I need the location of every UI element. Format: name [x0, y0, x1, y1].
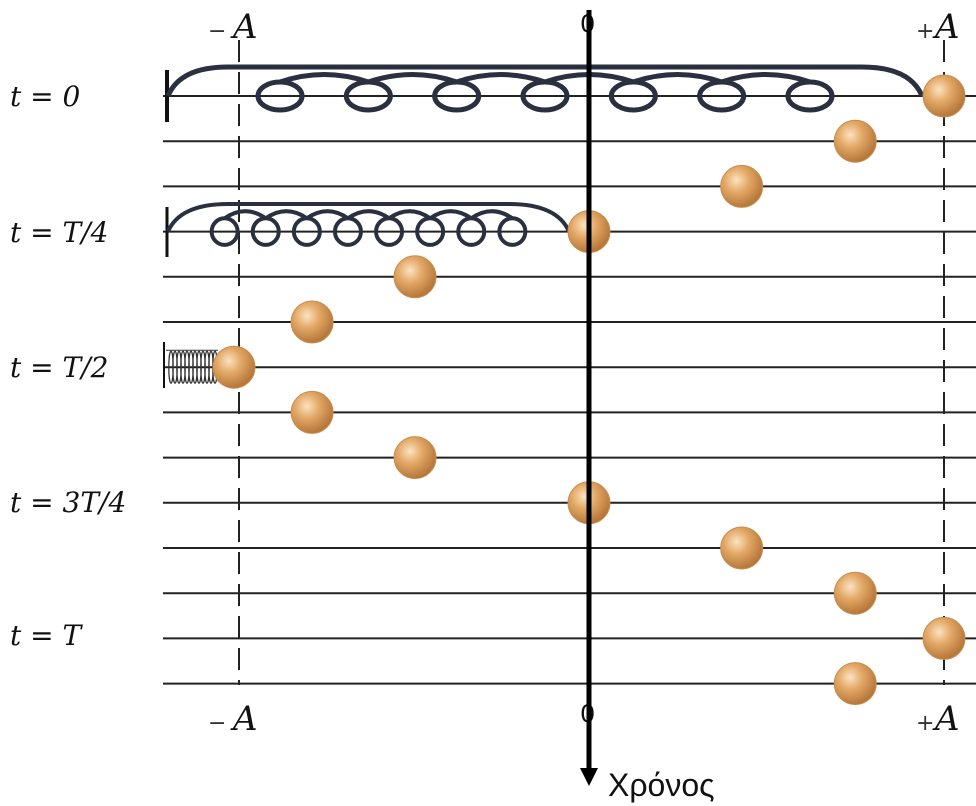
spring	[165, 64, 925, 113]
oscillator-ball	[290, 300, 334, 344]
oscillator-ball	[833, 571, 877, 615]
bottom-left-amplitude-label: A	[230, 699, 258, 739]
bottom-plus-sign: +	[916, 711, 934, 736]
time-label-t0: t = 0	[10, 80, 80, 113]
bottom-minus-sign: −	[208, 711, 226, 736]
oscillator-ball	[833, 119, 877, 163]
oscillator-ball	[922, 74, 966, 118]
time-label-t-full: t = T	[10, 619, 84, 652]
spring	[166, 202, 571, 247]
top-right-amplitude-label: A	[932, 7, 960, 47]
oscillator-ball	[922, 616, 966, 660]
oscillator-ball	[720, 164, 764, 208]
time-labels: t = 0 t = T/4 t = T/2 t = 3T/4 t = T	[10, 80, 126, 652]
oscillator-ball	[833, 662, 877, 706]
oscillator-ball	[393, 436, 437, 480]
bottom-right-amplitude-label: A	[932, 699, 960, 739]
balls	[212, 74, 966, 706]
top-plus-sign: +	[916, 19, 934, 44]
compressed-spring	[166, 349, 218, 384]
time-label-t-quarter: t = T/4	[10, 216, 108, 249]
oscillator-ball	[290, 390, 334, 434]
top-left-amplitude-label: A	[230, 7, 258, 47]
time-label-t-three-quarter: t = 3T/4	[10, 486, 126, 519]
time-axis-arrow-head	[580, 768, 598, 786]
oscillator-ball	[212, 345, 256, 389]
oscillator-ball	[720, 526, 764, 570]
oscillator-ball	[393, 255, 437, 299]
time-label-t-half: t = T/2	[10, 351, 108, 384]
top-minus-sign: −	[208, 19, 226, 44]
springs	[165, 64, 925, 384]
time-axis-label: Χρόνος	[608, 767, 715, 803]
